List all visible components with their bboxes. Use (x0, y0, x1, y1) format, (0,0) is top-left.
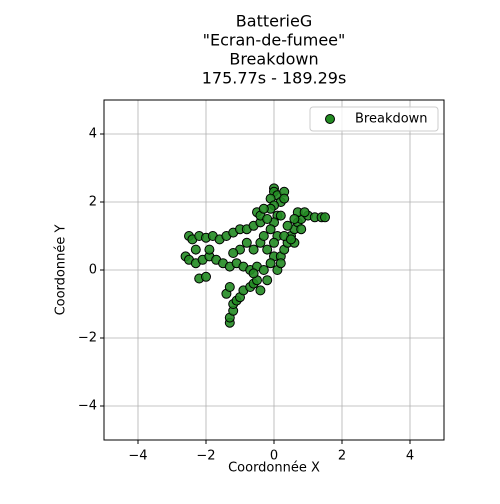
point (258, 231, 269, 241)
chart-title: "Ecran-de-fumee" (203, 31, 346, 50)
x-tick-label: −2 (196, 449, 215, 464)
point (275, 258, 286, 269)
point (241, 237, 252, 248)
point (265, 258, 276, 269)
point (248, 268, 259, 279)
point (258, 203, 269, 214)
chart-title: Breakdown (229, 50, 318, 69)
point (262, 214, 273, 224)
point (201, 271, 211, 282)
point (275, 210, 286, 221)
x-tick-label: 4 (406, 449, 414, 464)
point (190, 244, 201, 255)
point (296, 224, 307, 235)
x-tick-label: 2 (338, 449, 346, 464)
point (262, 275, 273, 286)
point (248, 244, 259, 255)
legend-box (309, 106, 439, 132)
x-axis-label: Coordonnée X (228, 461, 320, 476)
point (289, 214, 300, 224)
point (255, 285, 266, 296)
point (299, 207, 310, 218)
y-tick-label: 2 (89, 195, 97, 210)
point (279, 193, 290, 204)
point (286, 234, 296, 245)
point (269, 237, 279, 248)
x-tick-label: −4 (128, 449, 147, 464)
point (320, 212, 330, 223)
y-tick-label: 4 (89, 127, 97, 142)
y-tick-label: −2 (78, 331, 97, 346)
legend-label: Breakdown (355, 112, 428, 127)
y-axis-label: Coordonnée Y (54, 225, 69, 316)
y-tick-label: 0 (89, 263, 97, 278)
point (262, 244, 273, 255)
legend-marker (325, 114, 335, 124)
point (228, 248, 239, 258)
x-tick-label: 0 (270, 449, 278, 464)
point (282, 220, 293, 231)
point (258, 265, 269, 275)
plot-frame (103, 99, 445, 441)
point (204, 244, 215, 255)
point (265, 224, 276, 235)
point (224, 282, 235, 292)
chart-title: 175.77s - 189.29s (202, 69, 347, 88)
y-tick-label: −4 (78, 399, 97, 414)
chart-title: BatterieG (236, 12, 312, 31)
